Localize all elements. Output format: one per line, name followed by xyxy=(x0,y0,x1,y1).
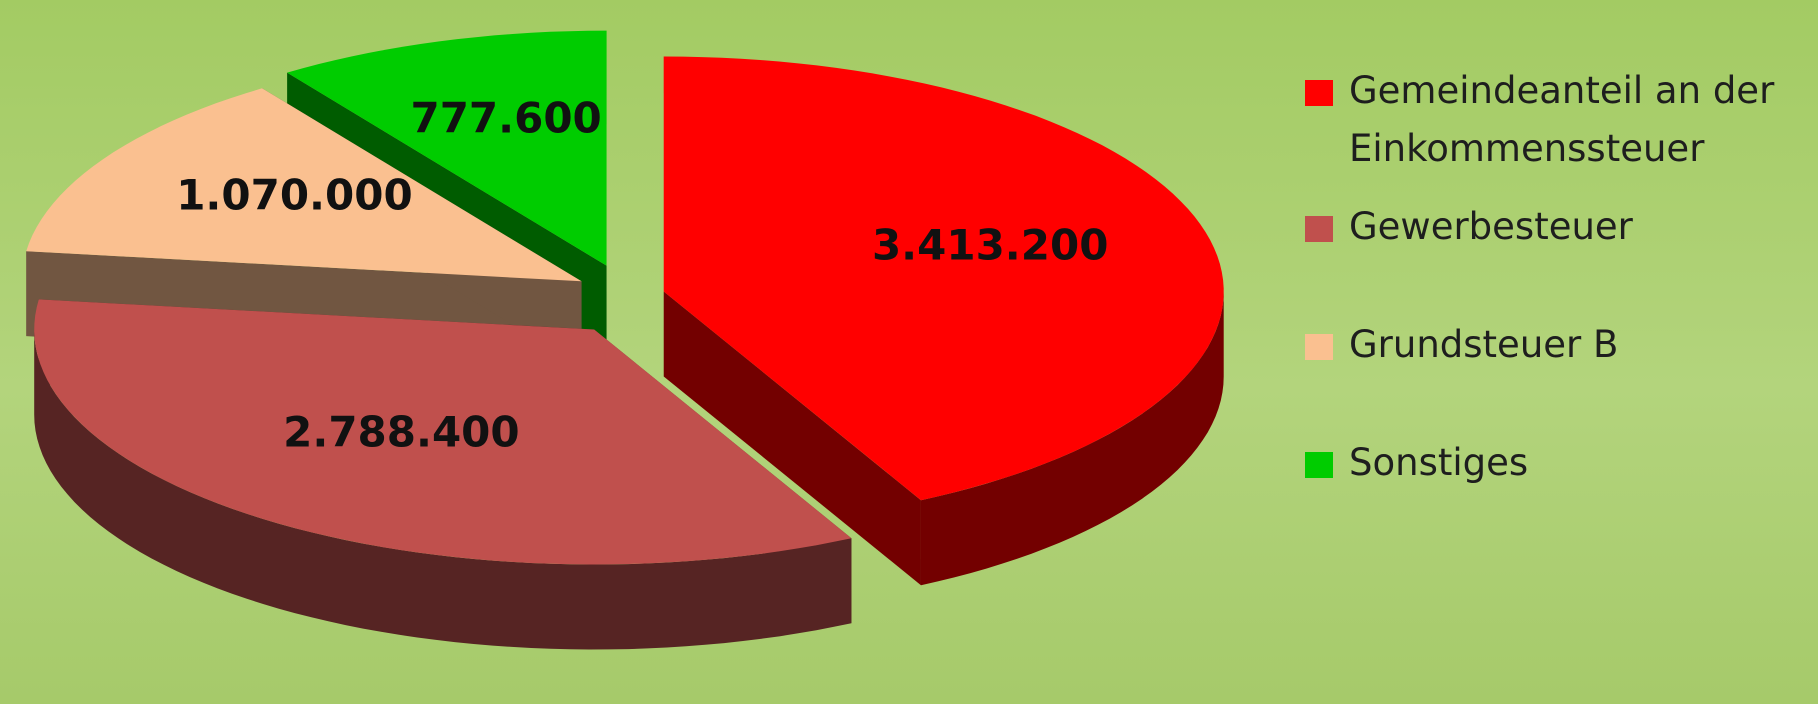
chart: 3.413.200 2.788.400 1.070.000 777.600 xyxy=(26,30,1224,650)
legend-item: Gewerbesteuer xyxy=(1305,198,1775,256)
legend-swatch xyxy=(1305,216,1333,242)
slice-top xyxy=(34,299,852,565)
legend-item: Sonstiges xyxy=(1305,434,1775,492)
slice-top xyxy=(663,56,1224,501)
legend: Gemeindeanteil an der Einkommenssteuer Ge… xyxy=(1305,62,1775,492)
slice-label: 777.600 xyxy=(410,94,601,143)
legend-item: Grundsteuer B xyxy=(1305,316,1775,374)
legend-label: Gewerbesteuer xyxy=(1349,205,1633,248)
slice-label: 2.788.400 xyxy=(283,407,519,456)
slice-label: 3.413.200 xyxy=(872,221,1108,270)
slice-top xyxy=(287,30,607,266)
legend-item: Gemeindeanteil an der Einkommenssteuer xyxy=(1305,62,1775,178)
slice xyxy=(34,299,852,650)
slice-top xyxy=(26,88,582,282)
slice-side xyxy=(921,291,1224,586)
legend-swatch xyxy=(1305,452,1333,478)
slice-label: 1.070.000 xyxy=(176,171,412,220)
legend-label: Grundsteuer B xyxy=(1349,323,1619,366)
legend-swatch xyxy=(1305,80,1333,106)
legend-label: Gemeindeanteil an der Einkommenssteuer xyxy=(1349,69,1775,170)
slice xyxy=(663,56,1224,586)
slice-side xyxy=(663,291,921,586)
slice-side xyxy=(34,329,852,650)
legend-label: Sonstiges xyxy=(1349,441,1529,484)
legend-swatch xyxy=(1305,334,1333,360)
